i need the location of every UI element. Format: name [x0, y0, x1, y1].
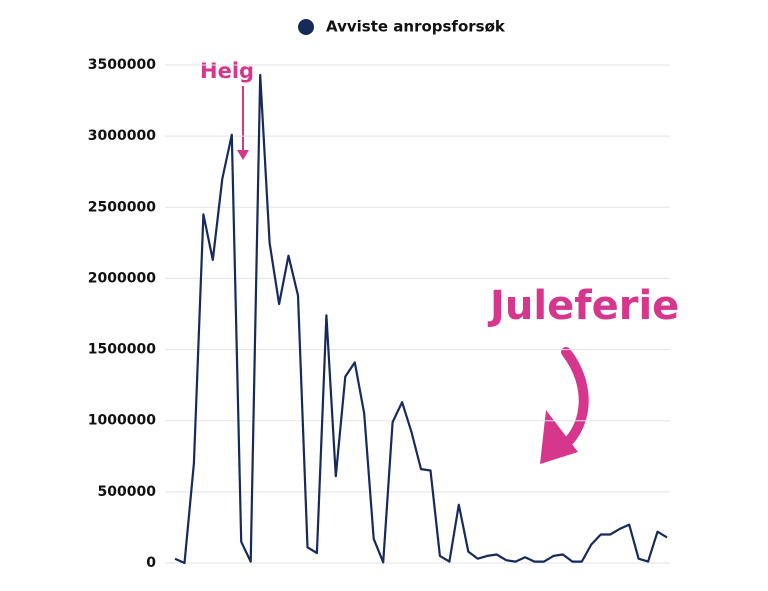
- annotation-juleferie: Juleferie: [487, 283, 679, 329]
- y-tick-label: 1500000: [88, 342, 156, 358]
- y-tick-label: 500000: [98, 484, 157, 500]
- legend-label: Avviste anropsforsøk: [326, 18, 506, 36]
- y-tick-label: 1000000: [88, 413, 156, 429]
- data-line: [174, 73, 668, 565]
- y-tick-label: 2000000: [88, 270, 156, 286]
- y-tick-label: 2500000: [88, 199, 156, 215]
- annotation-arrowhead: [540, 410, 578, 464]
- legend-marker: [298, 19, 314, 35]
- annotation-arrowhead: [237, 150, 249, 160]
- y-tick-label: 0: [146, 555, 156, 571]
- y-tick-label: 3500000: [88, 57, 156, 73]
- annotation-helg: Helg: [200, 59, 254, 83]
- y-tick-label: 3000000: [88, 128, 156, 144]
